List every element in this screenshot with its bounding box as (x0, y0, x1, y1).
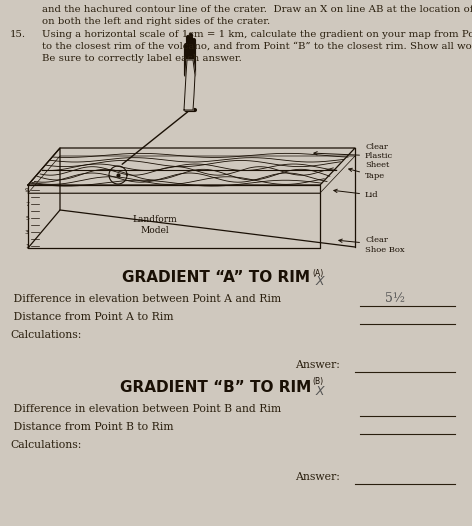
Text: Lid: Lid (334, 189, 379, 199)
Text: GRADIENT “A” TO RIM: GRADIENT “A” TO RIM (122, 270, 310, 285)
Text: Answer:: Answer: (295, 472, 340, 482)
Text: Landform
Model: Landform Model (133, 215, 177, 235)
Text: Clear
Shoe Box: Clear Shoe Box (339, 236, 405, 254)
Text: Answer:: Answer: (295, 360, 340, 370)
Text: Clear
Plastic
Sheet: Clear Plastic Sheet (314, 143, 393, 169)
Text: (B): (B) (312, 377, 323, 386)
Text: GRADIENT “B” TO RIM: GRADIENT “B” TO RIM (120, 380, 312, 395)
Text: X: X (316, 385, 325, 398)
Text: 5½: 5½ (385, 292, 405, 305)
Text: on both the left and right sides of the crater.: on both the left and right sides of the … (42, 17, 270, 26)
Text: Calculations:: Calculations: (10, 440, 81, 450)
Text: Tape: Tape (349, 168, 385, 180)
Polygon shape (184, 60, 195, 110)
Text: (A): (A) (312, 269, 323, 278)
Text: 15.: 15. (10, 30, 26, 39)
Text: Distance from Point B to Rim: Distance from Point B to Rim (10, 422, 174, 432)
Text: Calculations:: Calculations: (10, 330, 81, 340)
Text: and the hachured contour line of the crater.  Draw an X on line AB at the locati: and the hachured contour line of the cra… (42, 5, 472, 14)
Text: 1: 1 (25, 244, 29, 248)
Text: Using a horizontal scale of 1cm = 1 km, calculate the gradient on your map from : Using a horizontal scale of 1cm = 1 km, … (42, 30, 472, 39)
Text: 5: 5 (25, 216, 29, 220)
Text: 7: 7 (25, 201, 29, 207)
Text: Difference in elevation between Point A and Rim: Difference in elevation between Point A … (10, 294, 281, 304)
Text: 9: 9 (25, 187, 29, 193)
Text: 3: 3 (25, 229, 29, 235)
Text: Difference in elevation between Point B and Rim: Difference in elevation between Point B … (10, 404, 281, 414)
Text: X: X (316, 275, 325, 288)
Text: Be sure to correctly label each answer.: Be sure to correctly label each answer. (42, 54, 242, 63)
Text: to the closest rim of the volcano, and from Point “B” to the closest rim. Show a: to the closest rim of the volcano, and f… (42, 42, 472, 51)
Text: Distance from Point A to Rim: Distance from Point A to Rim (10, 312, 174, 322)
